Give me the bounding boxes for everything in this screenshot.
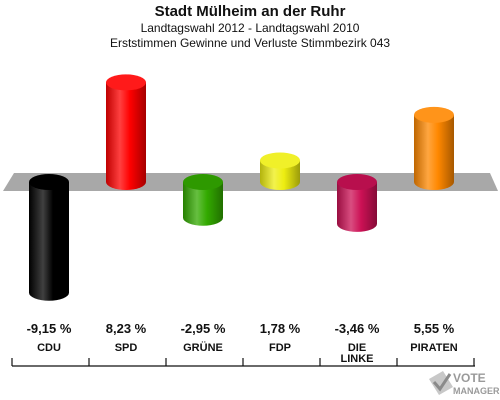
chart-title: Stadt Mülheim an der Ruhr: [154, 3, 346, 20]
category-label: LINKE: [341, 353, 374, 365]
votemanager-logo: VOTE MANAGER: [429, 371, 500, 396]
value-label: 1,78 %: [260, 321, 301, 336]
category-label: GRÜNE: [183, 341, 223, 354]
value-label: 5,55 %: [414, 321, 455, 336]
bar-die-linke: [337, 174, 377, 232]
category-label: CDU: [37, 342, 61, 354]
value-label: 8,23 %: [106, 321, 147, 336]
value-label: -2,95 %: [181, 321, 226, 336]
ballot-icon: [429, 371, 453, 395]
watermark-brand: VOTE: [453, 371, 486, 385]
chart-subtitle-2: Erststimmen Gewinne und Verluste Stimmbe…: [109, 36, 391, 50]
category-label: FDP: [269, 342, 291, 354]
bar-piraten: [414, 106, 454, 190]
bar-cdu: [29, 174, 69, 301]
value-label: -3,46 %: [335, 321, 380, 336]
bar-spd: [106, 74, 146, 190]
bar-grüne: [183, 174, 223, 226]
watermark-subtitle: MANAGER: [453, 386, 500, 396]
category-label: SPD: [115, 342, 138, 354]
value-label: -9,15 %: [27, 321, 72, 336]
bar-fdp: [260, 152, 300, 190]
category-label: DIE: [348, 342, 366, 354]
chart-titles: Stadt Mülheim an der Ruhr Landtagswahl 2…: [0, 0, 500, 51]
chart-subtitle: Landtagswahl 2012 - Landtagswahl 2010: [140, 21, 360, 35]
category-label: PIRATEN: [410, 342, 458, 354]
